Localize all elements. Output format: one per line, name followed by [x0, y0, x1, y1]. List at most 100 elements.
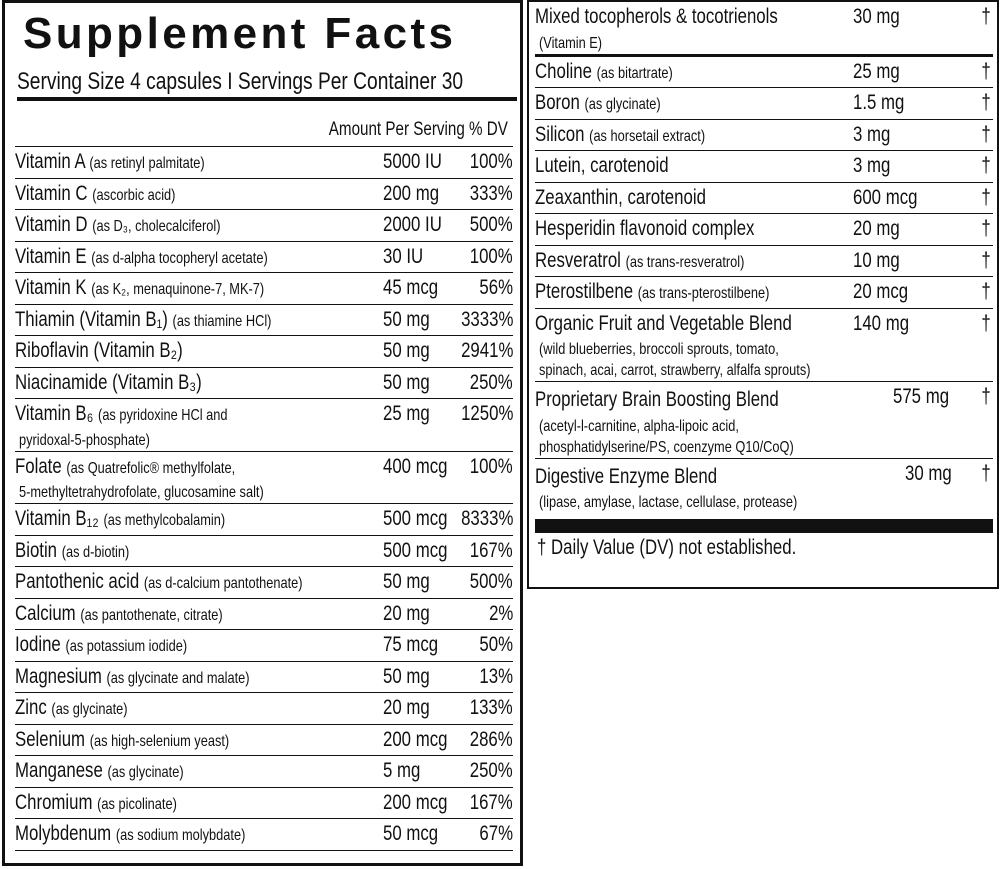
nutrient-row: Choline (as bitartrate) 25 mg †	[535, 57, 993, 88]
amount: 20 mcg	[853, 277, 922, 308]
daily-value: 56%	[433, 273, 513, 304]
nutrient-line: Zeaxanthin, carotenoid	[535, 183, 993, 214]
amount: 25 mg	[853, 57, 911, 88]
nutrient-label: Choline (as bitartrate)	[535, 57, 673, 90]
nutrient-line: Organic Fruit and Vegetable Blend	[535, 309, 993, 340]
nutrient-source: (as trans-resveratrol)	[625, 253, 745, 271]
nutrient-row: Vitamin D (as D₃, cholecalciferol) 2000 I…	[15, 210, 513, 242]
amount-text: 200 mcg	[383, 790, 448, 814]
amount: 20 mg	[853, 214, 911, 245]
amount: 500 mcg	[383, 504, 464, 535]
daily-value: †	[979, 214, 991, 245]
nutrient-label: Vitamin B₁₂ (as methylcobalamin)	[15, 504, 225, 537]
nutrient-source: (as potassium iodide)	[65, 638, 188, 655]
nutrient-line: Digestive Enzyme Blend	[535, 462, 993, 493]
detail-text: (wild blueberries, broccoli sprouts, tom…	[539, 341, 779, 358]
nutrient-label: Vitamin E (as d-alpha tocopheryl acetate…	[15, 242, 268, 275]
amount-text: 500 mcg	[383, 538, 448, 562]
daily-value: †	[979, 57, 991, 88]
daily-value-text: 2%	[488, 601, 513, 625]
nutrient-name: Lutein, carotenoid	[535, 154, 669, 177]
amount-text: 25 mg	[853, 59, 900, 83]
amount-text: 45 mcg	[383, 276, 439, 299]
daily-value-text: †	[981, 59, 991, 83]
nutrient-row: Hesperidin flavonoid complex 20 mg †	[535, 214, 993, 246]
nutrient-line: Silicon (as horsetail extract)	[535, 120, 993, 151]
nutrient-line: Folate (as Quatrefolic® methylfolate,	[15, 452, 513, 483]
amount-text: 50 mg	[383, 664, 430, 688]
nutrient-name: Niacinamide (Vitamin B₃)	[15, 370, 202, 394]
nutrient-line: Boron (as glycinate)	[535, 88, 993, 119]
amount: 30 IU	[383, 242, 433, 273]
amount: 1.5 mg	[853, 88, 917, 119]
nutrient-label: Vitamin K (as K₂, menaquinone-7, MK-7)	[15, 273, 264, 306]
amount: 50 mg	[383, 336, 441, 367]
nutrient-source: (as Quatrefolic® methylfolate,	[66, 459, 236, 477]
daily-value-text: 167%	[470, 790, 513, 814]
daily-value: †	[979, 120, 991, 151]
nutrient-source: (as glycinate and malate)	[106, 669, 250, 687]
amount: 400 mcg	[383, 452, 464, 483]
nutrient-line: Manganese (as glycinate)	[15, 756, 513, 787]
daily-value-text: †	[981, 461, 991, 485]
serving-text: Serving Size 4 capsules I Servings Per C…	[17, 68, 464, 95]
nutrient-line: Vitamin B₁₂ (as methylcobalamin)	[15, 504, 513, 535]
nutrient-line: Biotin (as d-biotin)	[15, 536, 513, 567]
daily-value: †	[979, 2, 991, 33]
nutrient-name: Proprietary Brain Boosting Blend	[535, 388, 779, 411]
daily-value: †	[979, 246, 991, 277]
nutrient-source: (as d-biotin)	[61, 543, 130, 561]
amount: 30 mg	[905, 459, 963, 490]
amount: 30 mg	[853, 2, 911, 33]
daily-value: 1250%	[433, 399, 513, 430]
nutrient-name: Vitamin K	[15, 276, 87, 299]
daily-value-text: 100%	[470, 244, 513, 268]
nutrient-label: Iodine (as potassium iodide)	[15, 630, 187, 663]
daily-value: 250%	[433, 368, 513, 399]
amount: 50 mg	[383, 305, 441, 336]
nutrient-name: Vitamin D	[15, 213, 88, 236]
amount: 10 mg	[853, 246, 911, 277]
nutrient-name: Choline	[535, 59, 592, 83]
daily-value-text: 100%	[470, 150, 513, 173]
daily-value: 100%	[433, 452, 513, 483]
nutrient-name: Manganese	[15, 759, 103, 782]
amount: 20 mg	[383, 693, 441, 724]
nutrient-name: Selenium	[15, 727, 86, 751]
nutrient-row: Digestive Enzyme Blend 30 mg † (lipase, amy…	[535, 459, 993, 516]
nutrient-label: Zinc (as glycinate)	[15, 693, 128, 726]
nutrient-row: Pterostilbene (as trans-pterostilbene) 20…	[535, 277, 993, 309]
amount: 500 mcg	[383, 536, 464, 567]
nutrient-source: (as glycinate)	[51, 701, 128, 718]
daily-value-text: 67%	[479, 822, 513, 845]
daily-value-text: 500%	[470, 570, 513, 593]
amount: 3 mg	[853, 151, 900, 182]
daily-value-text: †	[981, 5, 991, 28]
daily-value-text: 3333%	[460, 307, 513, 331]
daily-value-text: †	[981, 154, 991, 177]
nutrient-label: Molybdenum (as sodium molybdate)	[15, 819, 245, 852]
amount-text: 400 mcg	[383, 454, 448, 478]
amount-text: 20 mg	[383, 696, 430, 719]
nutrient-row: Manganese (as glycinate) 5 mg 250%	[15, 756, 513, 788]
nutrient-line: Molybdenum (as sodium molybdate)	[15, 819, 513, 850]
nutrient-label: Folate (as Quatrefolic® methylfolate,	[15, 452, 235, 485]
nutrient-name: Riboflavin (Vitamin B₂)	[15, 339, 183, 362]
nutrient-label: Lutein, carotenoid	[535, 151, 669, 182]
nutrient-source: (as d-calcium pantothenate)	[143, 575, 303, 592]
nutrient-line: Choline (as bitartrate)	[535, 57, 993, 88]
nutrient-name: Molybdenum	[15, 822, 112, 845]
nutrient-source: (as glycinate)	[584, 96, 661, 113]
nutrient-line: Proprietary Brain Boosting Blend	[535, 385, 993, 416]
nutrient-name: Pantothenic acid	[15, 570, 140, 593]
daily-value: †	[979, 382, 991, 413]
nutrient-detail: spinach, acai, carrot, strawberry, alfal…	[535, 360, 993, 381]
daily-value-text: 8333%	[460, 507, 513, 530]
amount-text: 30 mg	[904, 461, 952, 485]
nutrient-row: Mixed tocopherols & tocotrienols 30 mg † (V…	[535, 2, 993, 57]
divider-bar	[535, 519, 993, 533]
nutrient-source: (as methylcobalamin)	[103, 512, 226, 529]
column-header: Amount Per Serving % DV	[284, 115, 508, 145]
amount-text: 575 mg	[892, 385, 949, 408]
